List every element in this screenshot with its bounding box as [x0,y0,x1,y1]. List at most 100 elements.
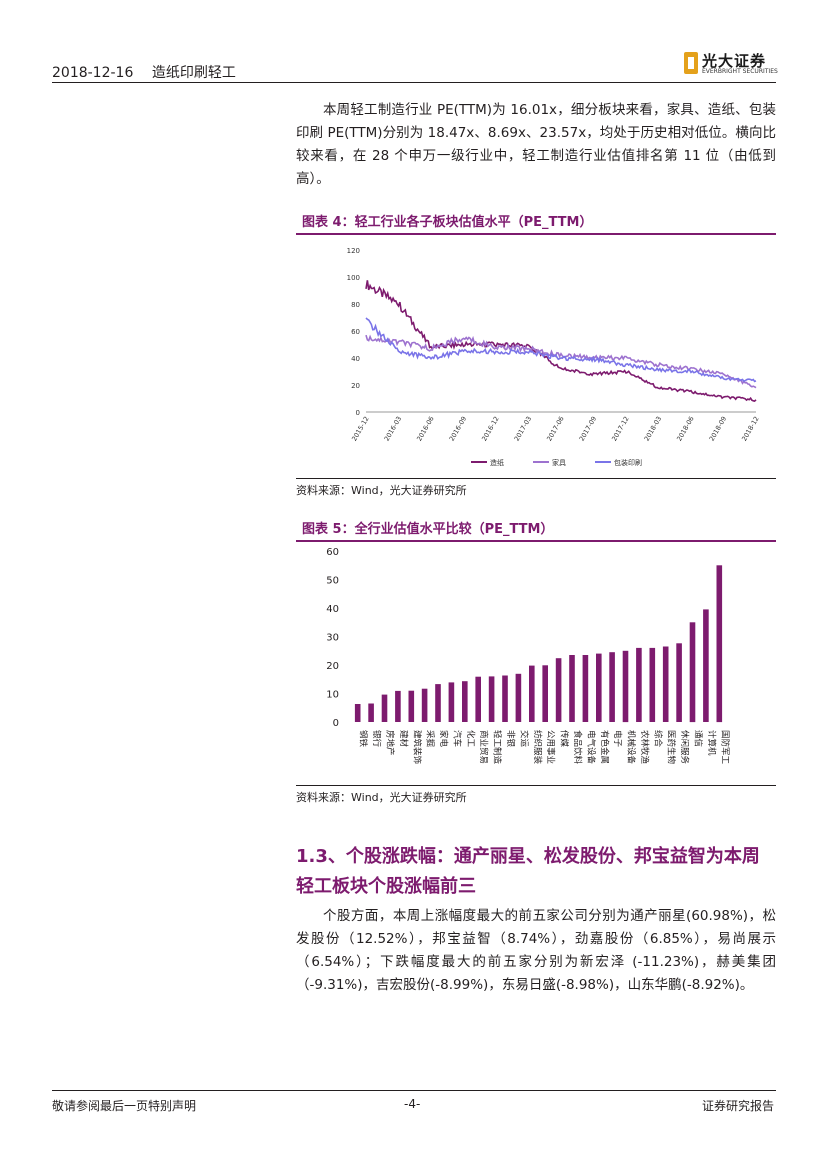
bar-公用事业 [542,665,548,722]
bar-非银 [502,675,508,722]
category-label: 家电 [438,730,449,748]
series-line-1 [365,334,757,389]
y-tick-label: 40 [326,604,339,615]
intro-paragraph: 本周轻工制造行业 PE(TTM)为 16.01x，细分板块来看，家具、造纸、包装… [296,99,776,191]
legend-label: 包装印刷 [614,458,642,467]
bar-纺织服装 [529,665,535,722]
bar-休闲服务 [676,643,682,722]
x-tick-label: 2018-03 [643,415,664,443]
y-tick-label: 60 [351,328,360,336]
bar-chart-category-labels: 钢铁 银行 房地产 建材 建筑装饰 采掘 家电 汽车 化工 商业贸易 轻工制造 非银 交运 纺织服装 公用事… [358,730,731,765]
category-label: 机械设备 [626,730,637,765]
header-divider [52,82,776,83]
bar-chart-axes: 0 10 20 30 40 50 60 [326,547,339,729]
category-label: 钢铁 [358,730,369,748]
category-label: 汽车 [451,730,462,747]
x-tick-label: 2016-09 [448,415,469,443]
section-paragraph: 个股方面，本周上涨幅度最大的前五家公司分别为通产丽星(60.98%)，松发股份（… [296,905,776,997]
category-label: 化工 [465,730,476,748]
bar-商业贸易 [475,676,481,722]
x-tick-label: 2017-09 [578,415,599,443]
page-number: -4- [404,1097,421,1111]
category-label: 休闲服务 [679,730,690,765]
x-tick-label: 2015-12 [350,415,371,443]
category-label: 商业贸易 [478,730,489,764]
y-tick-label: 40 [351,355,360,363]
category-label: 纺织服装 [532,730,543,765]
bar-建材 [395,690,401,722]
bar-国防军工 [716,565,723,723]
category-label: 计算机 [706,730,717,756]
y-tick-label: 0 [333,718,339,729]
bar-机械设备 [622,650,629,723]
footer-report-type: 证券研究报告 [702,1099,775,1113]
x-tick-label: 2017-06 [545,415,566,443]
bar-银行 [368,703,374,722]
bar-化工 [462,681,468,722]
category-label: 房地产 [384,730,395,756]
bar-食品饮料 [569,655,575,722]
bar-建筑装饰 [408,690,415,722]
section-title: 1.3、个股涨跌幅：通产丽星、松发股份、邦宝益智为本周轻工板块个股涨幅前三 [296,846,760,897]
y-tick-label: 0 [356,409,360,417]
category-label: 公用事业 [545,730,556,764]
category-label: 银行 [371,730,382,748]
x-tick-label: 2016-06 [415,415,436,443]
figure5-source: 资料来源：Wind，光大证券研究所 [296,785,776,805]
legend-label: 造纸 [490,458,504,467]
bar-综合 [649,647,656,722]
category-label: 电气设备 [585,730,596,765]
bar-钢铁 [354,704,361,722]
footer-divider [52,1090,776,1091]
logo-mark-icon [684,52,698,74]
y-tick-label: 30 [326,633,339,644]
category-label: 传媒 [559,730,570,748]
x-tick-label: 2017-12 [610,415,631,443]
y-tick-label: 120 [347,247,360,255]
footer-disclaimer: 敬请参阅最后一页特别声明 [52,1099,197,1113]
line-chart-series [365,280,757,402]
bar-电气设备 [582,655,589,722]
category-label: 国防军工 [719,730,730,765]
y-tick-label: 10 [326,690,339,701]
series-line-0 [365,280,757,402]
category-label: 通信 [693,730,704,748]
bar-计算机 [703,609,709,722]
section-text: 个股方面，本周上涨幅度最大的前五家公司分别为通产丽星(60.98%)，松发股份（… [296,908,776,993]
bar-传媒 [555,658,562,722]
category-label: 电子 [612,730,623,748]
category-label: 建筑装饰 [411,730,422,765]
x-tick-label: 2016-03 [383,415,404,443]
bar-汽车 [448,682,455,722]
x-tick-label: 2016-12 [480,415,501,443]
category-label: 轻工制造 [492,730,503,765]
category-label: 非银 [505,730,516,748]
bar-轻工制造 [488,676,495,722]
report-header: 2018-12-16 造纸印刷轻工 [52,62,250,82]
x-tick-label: 2017-03 [513,415,534,443]
y-tick-label: 60 [326,547,339,558]
bar-有色金属 [596,653,602,722]
line-chart-axes: 0 20 40 60 80 100 120 2015-12 2016-03 2016-06 2016… [347,247,761,443]
category-label: 食品饮料 [572,730,583,765]
y-tick-label: 20 [326,661,339,672]
logo-cn-text: 光大证券 [702,52,767,70]
x-tick-label: 2018-12 [740,415,761,443]
y-tick-label: 100 [347,274,360,282]
category-label: 有色金属 [599,730,610,764]
category-label: 采掘 [425,730,436,747]
bar-chart-bars [354,565,723,723]
report-sector: 造纸印刷轻工 [151,65,236,81]
figure4-line-chart: 0 20 40 60 80 100 120 2015-12 2016-03 2016-06 2016… [347,247,761,467]
category-label: 农林牧渔 [639,730,650,765]
x-tick-label: 2018-06 [675,415,696,443]
y-tick-label: 20 [351,382,360,390]
y-tick-label: 50 [326,576,339,587]
bar-农林牧渔 [636,647,642,722]
bar-医药生物 [662,646,669,722]
category-label: 建材 [398,730,409,748]
bar-房地产 [381,694,388,722]
series-line-2 [365,317,757,383]
y-tick-label: 80 [351,301,360,309]
figure4-source: 资料来源：Wind，光大证券研究所 [296,478,776,498]
